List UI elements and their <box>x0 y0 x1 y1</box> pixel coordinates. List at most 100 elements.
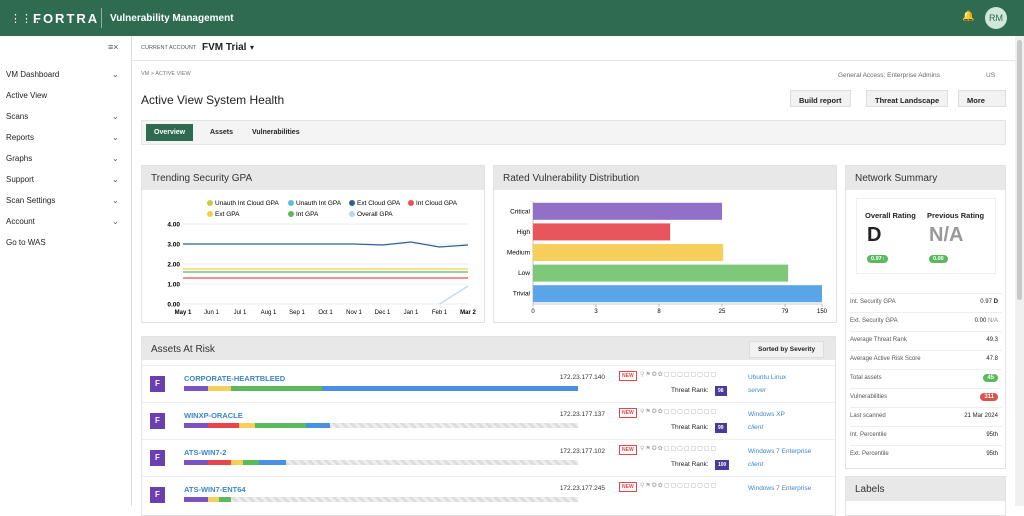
asset-ip: 172.23.177.245 <box>559 485 605 492</box>
region: US <box>986 72 996 79</box>
y-tick-label: 3.00 <box>167 242 180 249</box>
row-value: 311 <box>980 393 998 401</box>
y-tick-label: High <box>517 229 531 236</box>
severity-segment <box>184 460 208 465</box>
y-tick-label: Medium <box>507 250 530 257</box>
assets-panel: Assets At Risk Sorted by Severity F CORPO… <box>141 336 836 516</box>
legend-label: Unauth Int Cloud GPA <box>215 200 279 207</box>
score: 0.97↑ <box>867 255 889 263</box>
tab[interactable]: Vulnerabilities <box>252 129 300 136</box>
crumb: ACTIVE VIEW <box>155 71 191 77</box>
grade-badge: F <box>150 413 165 429</box>
button[interactable]: Build report <box>790 90 851 107</box>
summary-row: Int. Percentile 95th <box>850 426 1002 443</box>
rank-label: Threat Rank: <box>671 424 709 431</box>
nav-item[interactable]: Support <box>6 175 35 184</box>
account-name[interactable]: FVM Trial <box>202 42 247 53</box>
asset-name[interactable]: ATS-WIN7-ENT64 <box>184 485 246 494</box>
severity-bar <box>184 497 578 502</box>
legend-label: Overall GPA <box>357 211 393 218</box>
severity-segment <box>184 497 208 502</box>
summary-row: Total assets 45 <box>850 369 1002 386</box>
page-title: Active View System Health <box>141 93 285 107</box>
chevron: ⌄ <box>112 217 119 226</box>
tab[interactable]: Assets <box>210 129 233 136</box>
chevron: ⌄ <box>112 154 119 163</box>
summary-row: Last scanned 21 Mar 2024 <box>850 407 1002 424</box>
row-value: 0.00 N/A <box>975 318 998 324</box>
nav-item[interactable]: Reports <box>6 133 35 142</box>
sort-button[interactable]: Sorted by Severity <box>749 341 825 358</box>
asset-name[interactable]: ATS-WIN7-2 <box>184 448 227 457</box>
scroll-thumb[interactable] <box>1017 40 1022 300</box>
summary-row: Ext. Security GPA 0.00 N/A <box>850 312 1002 329</box>
severity-segment <box>239 423 255 428</box>
nav-item[interactable]: Go to WAS <box>6 238 46 247</box>
x-tick-label: Jul 1 <box>234 310 247 316</box>
panel-title: Trending Security GPA <box>142 166 484 190</box>
asset-row: F CORPORATE-HEARTBLEED 172.23.177.140 NEW ⚲⚑… <box>142 365 835 402</box>
value: 45 <box>983 374 998 382</box>
new-tag: NEW <box>619 445 637 455</box>
asset-name[interactable]: WINXP-ORACLE <box>184 411 243 420</box>
icons: ⚲⚑✪✿▢▢▢▢▢▢▢▢ <box>640 372 718 378</box>
asset-ip: 172.23.177.137 <box>559 411 605 418</box>
rank-label: Threat Rank: <box>671 387 709 394</box>
crumb[interactable]: VM <box>141 71 150 77</box>
severity-segment <box>258 460 287 465</box>
severity-segment <box>231 460 244 465</box>
legend-label: Int GPA <box>296 211 319 218</box>
summary-row: Vulnerabilities 311 <box>850 388 1002 405</box>
row-value: 21 Mar 2024 <box>964 413 998 419</box>
collapse[interactable]: ≡× <box>108 42 119 52</box>
legend-label: Unauth Int GPA <box>296 200 342 207</box>
series-line <box>183 241 469 248</box>
os[interactable]: Ubuntu Linux <box>748 374 787 381</box>
icons: ⚲⚑✪✿▢▢▢▢▢▢▢▢ <box>640 409 718 415</box>
os[interactable]: Windows 7 Enterprise <box>748 485 812 492</box>
divider <box>101 8 102 28</box>
severity-bar <box>184 460 578 465</box>
caret: ▾ <box>250 43 255 52</box>
top-bar: ⋮⋮⋮ FORTRA Vulnerability Management 🔔 RM <box>0 0 1024 36</box>
legend-label: Ext Cloud GPA <box>357 200 401 207</box>
legend-label: Ext GPA <box>215 211 240 218</box>
nav-item[interactable]: Account <box>6 217 35 226</box>
grade-badge: F <box>150 487 165 503</box>
severity-segment <box>207 460 232 465</box>
x-tick-label: 150 <box>817 309 828 315</box>
x-tick-label: Aug 1 <box>261 310 277 316</box>
nav-item[interactable]: Active View <box>6 91 48 100</box>
account-label: CURRENT ACCOUNT <box>141 45 197 51</box>
grade-badge: F <box>150 376 165 392</box>
nav-item[interactable]: VM Dashboard <box>6 70 60 79</box>
avatar[interactable]: RM <box>985 7 1007 29</box>
legend-label: Int Cloud GPA <box>416 200 458 207</box>
nav-item[interactable]: Scan Settings <box>6 196 56 205</box>
grade: D <box>993 299 998 305</box>
os[interactable]: Windows 7 Enterprise <box>748 448 812 455</box>
nav-item[interactable]: Scans <box>6 112 29 121</box>
panel-title: Labels <box>846 477 1005 501</box>
asset-row: F WINXP-ORACLE 172.23.177.137 NEW ⚲⚑✪✿▢▢▢▢▢▢… <box>142 402 835 439</box>
rating-box: Overall Rating D 0.97↑ Previous Rating N… <box>856 198 996 274</box>
x-tick-label: 79 <box>782 309 789 315</box>
x-tick-label: Mar 2 <box>460 310 476 316</box>
button[interactable]: Threat Landscape <box>866 90 949 107</box>
row-label: Average Threat Rank <box>850 337 907 343</box>
icons: ⚲⚑✪✿▢▢▢▢▢▢▢▢ <box>640 483 718 489</box>
rank: 100 <box>715 460 730 470</box>
asset-name[interactable]: CORPORATE-HEARTBLEED <box>184 374 286 383</box>
os[interactable]: Windows XP <box>748 411 785 418</box>
chevron: ⌄ <box>112 70 119 79</box>
bell[interactable]: 🔔 <box>962 11 975 22</box>
row-label: Last scanned <box>850 413 886 419</box>
apps-icon[interactable]: ⋮⋮⋮ <box>10 13 43 25</box>
chevron: ⌄ <box>112 133 119 142</box>
button[interactable]: More <box>958 90 1006 107</box>
nav-item[interactable]: Graphs <box>6 154 33 163</box>
tab[interactable]: Overview <box>146 124 194 141</box>
value: 0.97 <box>980 299 992 305</box>
severity-segment <box>207 386 232 391</box>
summary-row: Average Active Risk Score 47.8 <box>850 350 1002 367</box>
